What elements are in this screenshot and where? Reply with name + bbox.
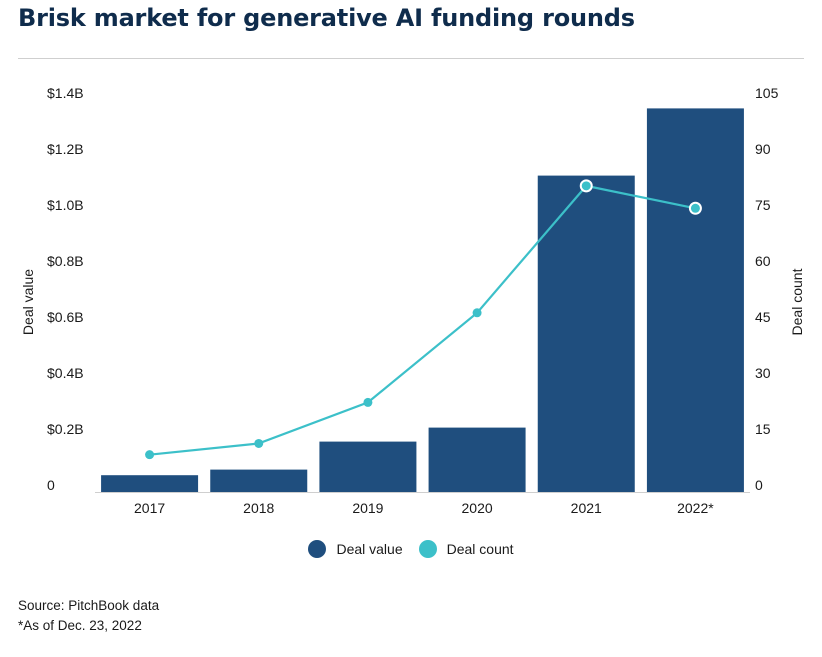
y-left-tick-label: $1.2B (47, 141, 84, 157)
legend-swatch-deal-count (418, 540, 437, 558)
x-tick-label: 2022* (677, 500, 714, 516)
chart-title: Brisk market for generative AI funding r… (18, 4, 635, 32)
y-left-tick-label: $1.4B (47, 85, 84, 101)
y-right-tick-label: 45 (755, 309, 771, 325)
y-axis-left-ticks: 0 $0.2B $0.4B $0.6B $0.8B $1.0B $1.2B $1.4B (47, 85, 84, 493)
y-axis-right-label: Deal count (789, 268, 805, 335)
y-left-tick-label: $1.0B (47, 197, 84, 213)
y-right-tick-label: 105 (755, 85, 779, 101)
y-axis-right-ticks: 0 15 30 45 60 75 90 105 (755, 85, 779, 493)
y-right-tick-label: 60 (755, 253, 771, 269)
y-axis-left-label: Deal value (20, 269, 36, 335)
y-left-tick-label: $0.6B (47, 309, 84, 325)
legend-item-deal-value: Deal value (308, 540, 403, 558)
bar-2021 (537, 175, 635, 492)
bar-series-deal-value (101, 108, 744, 493)
y-right-tick-label: 30 (755, 365, 771, 381)
bar-2022 (646, 108, 744, 493)
title-divider (18, 58, 804, 59)
bar-2019 (319, 441, 417, 492)
line-series-deal-count (145, 179, 702, 460)
y-left-tick-label: $0.8B (47, 253, 84, 269)
legend-item-deal-count: Deal count (418, 540, 514, 558)
x-tick-label: 2017 (134, 500, 165, 516)
point-2020 (472, 308, 482, 318)
y-right-tick-label: 0 (755, 477, 763, 493)
legend-swatch-deal-value (308, 540, 327, 558)
x-axis-ticks: 2017 2018 2019 2020 2021 2022* (134, 500, 714, 516)
y-left-tick-label: 0 (47, 477, 55, 493)
point-2019 (363, 397, 373, 407)
bar-2020 (428, 427, 526, 492)
bar-2017 (101, 475, 199, 492)
x-tick-label: 2019 (352, 500, 383, 516)
legend-label-deal-value: Deal value (336, 541, 403, 557)
y-right-tick-label: 90 (755, 141, 771, 157)
source-note: Source: PitchBook data (18, 598, 160, 613)
x-tick-label: 2021 (571, 500, 602, 516)
point-2022 (688, 201, 702, 215)
x-tick-label: 2020 (462, 500, 493, 516)
y-right-tick-label: 15 (755, 421, 771, 437)
legend-label-deal-count: Deal count (446, 541, 514, 557)
chart-legend: Deal value Deal count (0, 540, 822, 558)
y-left-tick-label: $0.2B (47, 421, 84, 437)
deal-count-line (149, 184, 696, 456)
point-2018 (254, 438, 264, 448)
point-2017 (145, 450, 155, 460)
date-note: *As of Dec. 23, 2022 (18, 618, 142, 633)
combo-chart: 0 $0.2B $0.4B $0.6B $0.8B $1.0B $1.2B $1.4B 0 15… (20, 85, 805, 516)
x-tick-label: 2018 (243, 500, 274, 516)
y-right-tick-label: 75 (755, 197, 771, 213)
point-2021 (579, 179, 593, 193)
bar-2018 (210, 469, 308, 492)
y-left-tick-label: $0.4B (47, 365, 84, 381)
footnotes: Source: PitchBook data *As of Dec. 23, 2… (18, 596, 159, 636)
